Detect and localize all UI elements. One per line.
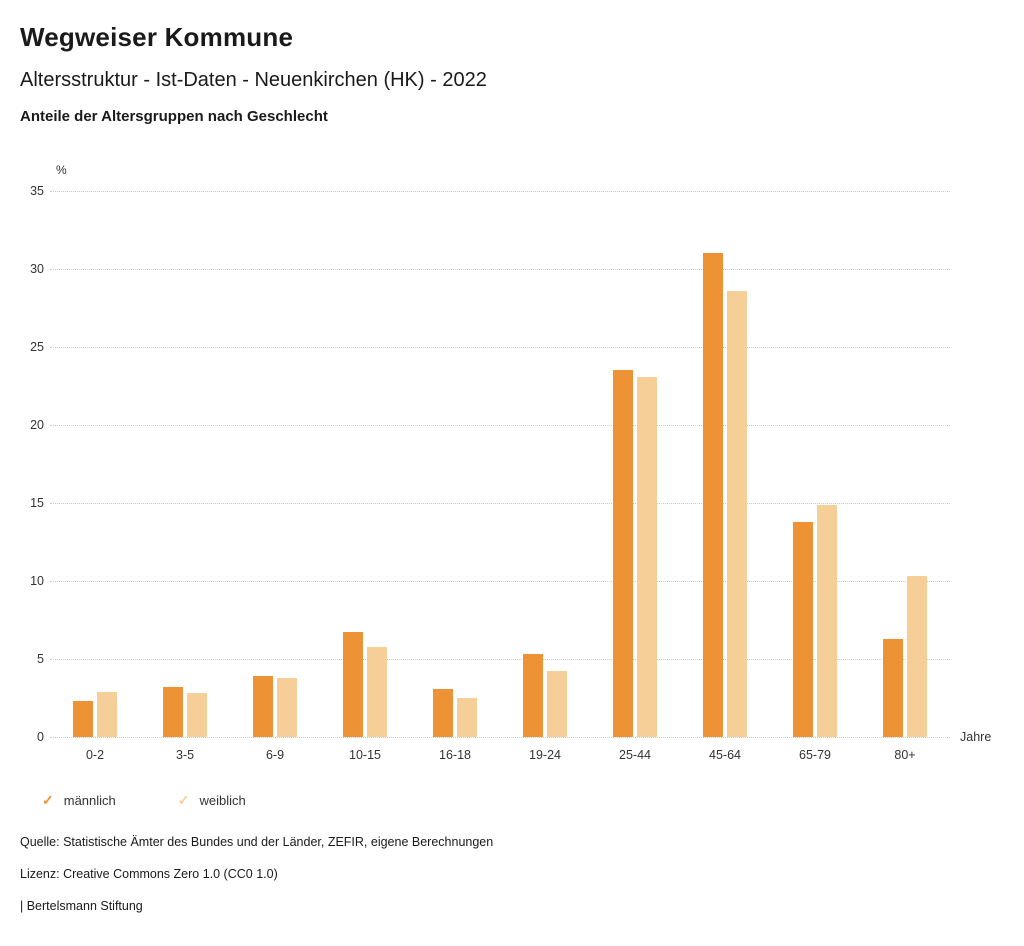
bar-männlich[interactable]: [343, 632, 363, 737]
bar-group: [500, 191, 590, 737]
y-axis-unit-label: %: [56, 163, 67, 177]
bar-chart: % Jahre 0 5 10 15 20 25 30 35 0-2 3-5 6-9 10-15 16-…: [20, 163, 1004, 762]
legend: ✓ männlich ✓ weiblich: [42, 792, 1004, 809]
bar-männlich[interactable]: [433, 688, 453, 737]
bar-weiblich[interactable]: [277, 677, 297, 737]
y-tick-label: 25: [30, 340, 44, 354]
x-tick-label: 16-18: [439, 748, 471, 762]
x-axis-title: Jahre: [960, 730, 992, 744]
chart-title: Anteile der Altersgruppen nach Geschlech…: [20, 108, 328, 125]
bar-weiblich[interactable]: [547, 671, 567, 737]
gridline: [50, 581, 950, 582]
bar-weiblich[interactable]: [97, 691, 117, 737]
bar-group: [230, 191, 320, 737]
x-axis-labels: 0-2 3-5 6-9 10-15 16-18 19-24 25-44 45-64 65-79 8…: [50, 737, 950, 762]
page-title: Wegweiser Kommune: [20, 22, 294, 52]
legend-item-maennlich[interactable]: ✓ männlich: [42, 792, 116, 809]
y-tick-label: 35: [30, 184, 44, 198]
y-tick-label: 0: [37, 730, 44, 744]
bar-weiblich[interactable]: [727, 290, 747, 737]
legend-label-maennlich: männlich: [63, 793, 116, 808]
bar-group: [860, 191, 950, 737]
attribution-text: | Bertelsmann Stiftung: [20, 899, 143, 913]
bar-männlich[interactable]: [793, 521, 813, 737]
y-tick-label: 20: [30, 418, 44, 432]
x-tick-label: 19-24: [529, 748, 561, 762]
gridline: [50, 191, 950, 192]
gridline: [50, 269, 950, 270]
bar-weiblich[interactable]: [907, 576, 927, 737]
plot-area: Jahre 0 5 10 15 20 25 30 35: [30, 184, 991, 744]
check-icon: ✓: [177, 792, 190, 808]
y-tick-label: 10: [30, 574, 44, 588]
y-tick-label: 15: [30, 496, 44, 510]
x-tick-label: 80+: [894, 748, 916, 762]
bar-weiblich[interactable]: [817, 504, 837, 737]
bar-group: [680, 191, 770, 737]
legend-label-weiblich: weiblich: [199, 793, 246, 808]
bar-männlich[interactable]: [73, 701, 93, 737]
page: Wegweiser Kommune Altersstruktur - Ist-D…: [20, 22, 1004, 913]
gridline: [50, 347, 950, 348]
bar-männlich[interactable]: [253, 676, 273, 737]
bar-group: [50, 191, 140, 737]
bar-männlich[interactable]: [523, 654, 543, 737]
source-text: Quelle: Statistische Ämter des Bundes un…: [20, 835, 494, 849]
x-tick-label: 3-5: [175, 748, 195, 762]
bar-weiblich[interactable]: [187, 693, 207, 737]
x-tick-label: 6-9: [265, 748, 285, 762]
license-text: Lizenz: Creative Commons Zero 1.0 (CC0 1…: [20, 867, 278, 881]
page-subtitle: Altersstruktur - Ist-Daten - Neuenkirche…: [20, 69, 487, 91]
gridline: [50, 737, 950, 738]
bar-weiblich[interactable]: [367, 646, 387, 737]
x-tick-label: 65-79: [799, 748, 831, 762]
x-tick-label: 25-44: [619, 748, 651, 762]
x-tick-label: 0-2: [85, 748, 105, 762]
x-tick-label: 45-64: [709, 748, 741, 762]
bar-männlich[interactable]: [703, 253, 723, 737]
bar-männlich[interactable]: [613, 370, 633, 737]
bar-männlich[interactable]: [163, 687, 183, 737]
gridline: [50, 503, 950, 504]
bar-group: [590, 191, 680, 737]
bar-weiblich[interactable]: [637, 376, 657, 737]
gridline: [50, 425, 950, 426]
check-icon: ✓: [42, 792, 54, 808]
bar-group: [140, 191, 230, 737]
bar-group: [410, 191, 500, 737]
bar-group: [320, 191, 410, 737]
y-tick-label: 5: [37, 652, 44, 666]
footer: Quelle: Statistische Ämter des Bundes un…: [20, 835, 1004, 913]
bar-group: [770, 191, 860, 737]
legend-item-weiblich[interactable]: ✓ weiblich: [178, 792, 246, 809]
x-tick-label: 10-15: [349, 748, 381, 762]
y-tick-label: 30: [30, 262, 44, 276]
bar-weiblich[interactable]: [457, 698, 477, 737]
bar-männlich[interactable]: [883, 638, 903, 737]
gridline: [50, 659, 950, 660]
